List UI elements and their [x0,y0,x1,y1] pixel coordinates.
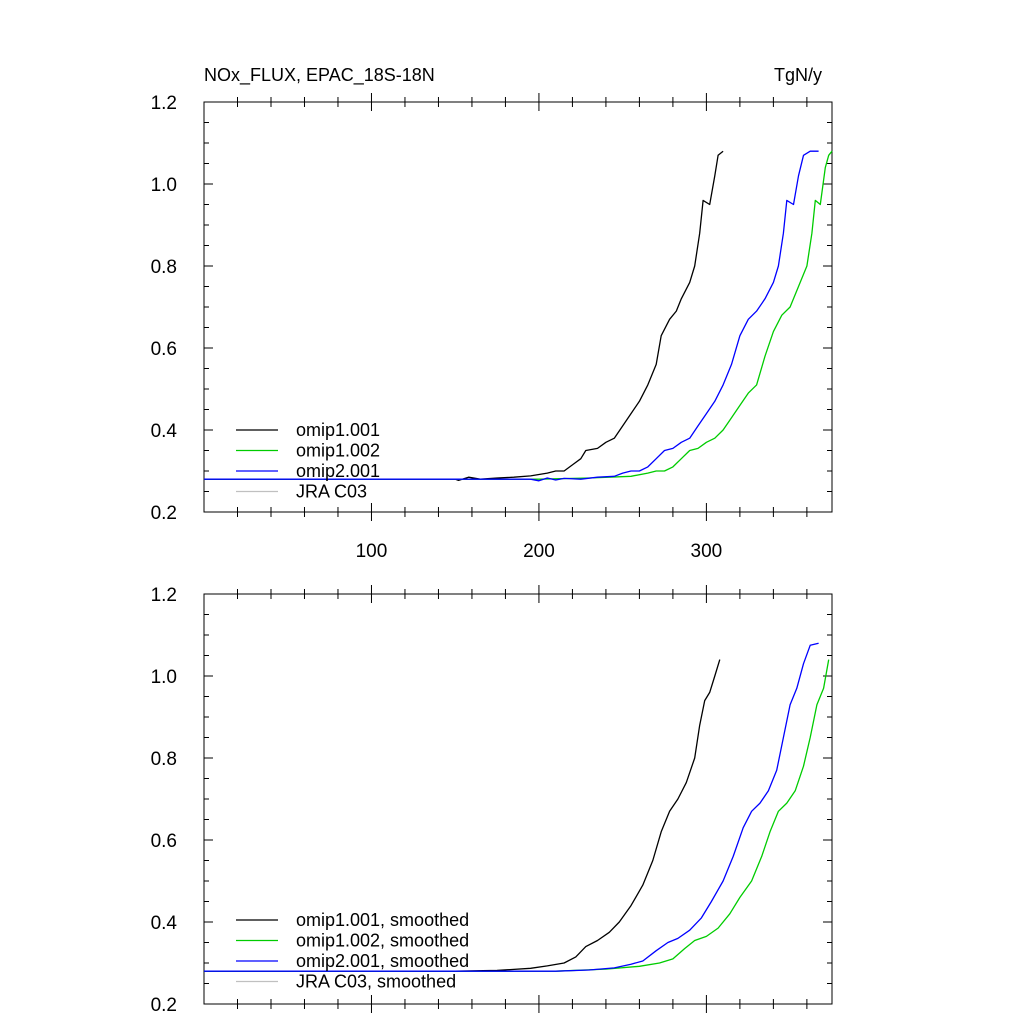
series-line-omip2-001-smoothed [204,642,819,972]
y-tick-label: 1.0 [151,667,177,688]
y-tick-label: 0.8 [151,749,177,770]
top-panel: 0.2 0.4 0.6 0.8 1.0 1.2 100 200 300 NOx_FLUX, EPA… [151,65,833,562]
units-label: TgN/y [774,65,822,85]
legend-label: JRA C03 [296,482,367,502]
y-tick-label: 1.2 [151,585,177,606]
series-line-omip1-002 [204,150,833,480]
legend-label: omip2.001 [296,461,380,481]
y-tick-label: 0.2 [151,995,177,1016]
series-line-omip2-001 [204,150,819,482]
y-tick-label: 0.2 [151,503,177,524]
y-tick-label: 1.0 [151,175,177,196]
legend-label: JRA C03, smoothed [296,972,456,992]
x-tick-label: 100 [356,541,388,562]
legend-label: omip2.001, smoothed [296,951,469,971]
legend-label: omip1.002, smoothed [296,931,469,951]
x-tick-label: 300 [691,541,723,562]
chart-title: NOx_FLUX, EPAC_18S-18N [204,65,435,86]
legend-label: omip1.001, smoothed [296,910,469,930]
legend-label: omip1.001 [296,420,380,440]
series-line-omip1-001 [204,150,724,482]
y-tick-label: 0.8 [151,257,177,278]
series-line-omip1-001-smoothed [204,659,721,972]
y-tick-label: 1.2 [151,93,177,114]
y-tick-label: 0.6 [151,831,177,852]
y-tick-label: 0.6 [151,339,177,360]
series-line-omip1-002-smoothed [204,659,830,972]
y-tick-label: 0.4 [151,913,178,934]
legend-label: omip1.002 [296,441,380,461]
y-tick-label: 0.4 [151,421,178,442]
x-tick-label: 200 [523,541,555,562]
